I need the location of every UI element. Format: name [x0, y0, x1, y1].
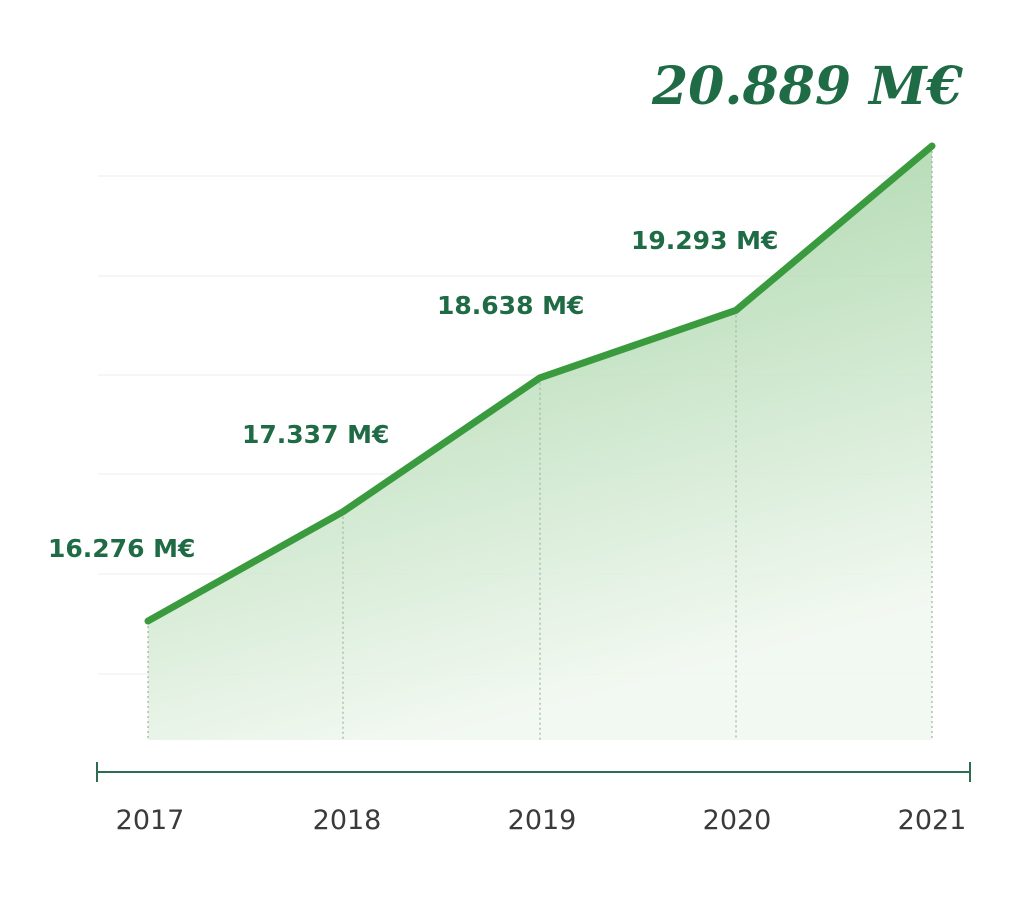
- data-label-2018: 17.337 M€: [242, 420, 389, 449]
- x-tick-labels: 2017 2018 2019 2020 2021: [116, 805, 967, 836]
- x-axis: [96, 762, 971, 782]
- drop-lines: [147, 146, 933, 740]
- data-labels: 16.276 M€ 17.337 M€ 18.638 M€ 19.293 M€ 20.8…: [48, 56, 964, 563]
- x-tick-2017: 2017: [116, 805, 185, 836]
- data-label-2017: 16.276 M€: [48, 534, 195, 563]
- x-tick-2018: 2018: [313, 805, 382, 836]
- data-label-2021: 20.889 M€: [651, 56, 964, 117]
- data-label-2019: 18.638 M€: [437, 291, 584, 320]
- x-tick-2019: 2019: [508, 805, 577, 836]
- data-label-2020: 19.293 M€: [631, 226, 778, 255]
- series-line: [144, 142, 936, 625]
- x-tick-2021: 2021: [898, 805, 967, 836]
- x-tick-2020: 2020: [703, 805, 772, 836]
